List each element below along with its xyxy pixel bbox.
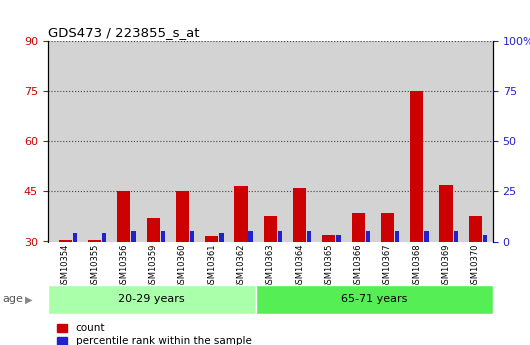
Bar [264,217,277,241]
Text: GSM10367: GSM10367 [383,244,392,289]
Text: GSM10354: GSM10354 [61,244,70,289]
Bar [424,231,429,241]
Text: GSM10369: GSM10369 [441,244,450,289]
Text: GDS473 / 223855_s_at: GDS473 / 223855_s_at [48,26,199,39]
Bar [117,191,130,242]
Bar [395,231,399,241]
Bar [234,187,248,242]
Bar [307,231,312,241]
Bar [322,235,335,242]
Bar [59,240,72,241]
Text: GSM10359: GSM10359 [148,244,157,289]
Bar [190,231,195,241]
Bar [278,231,282,241]
FancyBboxPatch shape [48,285,255,314]
Text: GSM10360: GSM10360 [178,244,187,289]
Bar [249,231,253,241]
Legend: count, percentile rank within the sample: count, percentile rank within the sample [53,319,256,345]
Bar [147,218,160,241]
Bar [381,213,394,242]
Text: ▶: ▶ [25,295,33,305]
Bar [351,213,365,242]
Text: GSM10366: GSM10366 [354,244,363,289]
Text: GSM10355: GSM10355 [90,244,99,289]
Text: GSM10364: GSM10364 [295,244,304,289]
Text: GSM10356: GSM10356 [119,244,128,289]
Text: GSM10365: GSM10365 [324,244,333,289]
Bar [73,234,77,242]
Text: GSM10370: GSM10370 [471,244,480,289]
Text: age: age [3,294,23,304]
Bar [88,240,101,241]
Bar [454,231,458,241]
Bar [219,234,224,242]
Text: 65-71 years: 65-71 years [341,294,408,304]
Text: GSM10363: GSM10363 [266,244,275,289]
Bar [366,231,370,241]
Bar [293,188,306,241]
Bar [337,236,341,242]
Bar [161,231,165,241]
Bar [410,91,423,242]
Bar [205,237,218,241]
Bar [102,234,107,242]
FancyBboxPatch shape [255,285,493,314]
Bar [469,217,482,241]
Bar [483,236,487,242]
Bar [439,185,453,242]
Text: GSM10362: GSM10362 [236,244,245,289]
Text: 20-29 years: 20-29 years [118,294,185,304]
Bar [131,231,136,241]
Bar [176,191,189,242]
Text: GSM10368: GSM10368 [412,244,421,289]
Text: GSM10361: GSM10361 [207,244,216,289]
